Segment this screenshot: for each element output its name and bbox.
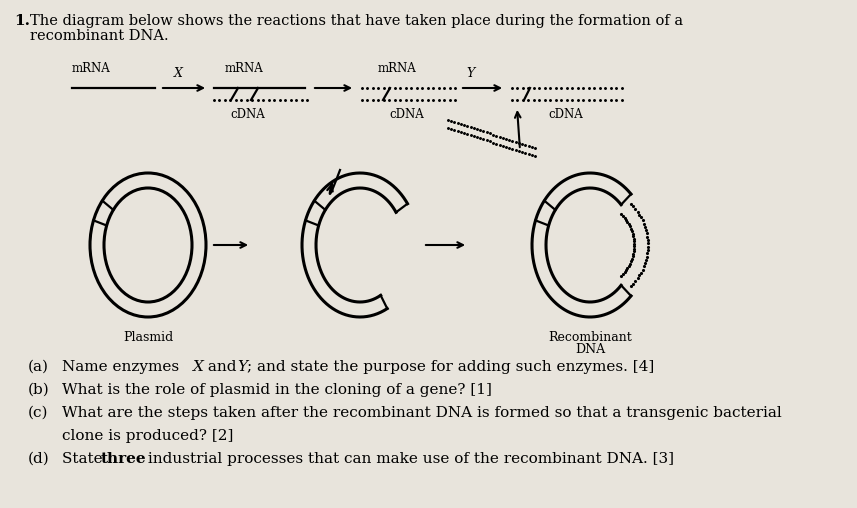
Text: cDNA: cDNA xyxy=(390,108,424,121)
Text: (b): (b) xyxy=(28,383,50,397)
Text: X: X xyxy=(174,67,183,80)
Text: (d): (d) xyxy=(28,452,50,466)
Text: (a): (a) xyxy=(28,360,49,374)
Text: DNA: DNA xyxy=(575,343,605,356)
Text: State: State xyxy=(62,452,107,466)
Text: Recombinant: Recombinant xyxy=(548,331,632,344)
Text: mRNA: mRNA xyxy=(225,62,264,75)
Text: mRNA: mRNA xyxy=(72,62,111,75)
Text: ; and state the purpose for adding such enzymes. [4]: ; and state the purpose for adding such … xyxy=(247,360,654,374)
Text: Y: Y xyxy=(466,67,474,80)
Text: cDNA: cDNA xyxy=(231,108,266,121)
Text: mRNA: mRNA xyxy=(378,62,417,75)
Text: cDNA: cDNA xyxy=(548,108,584,121)
Text: (c): (c) xyxy=(28,406,49,420)
Text: and: and xyxy=(203,360,242,374)
Text: What is the role of plasmid in the cloning of a gene? [1]: What is the role of plasmid in the cloni… xyxy=(62,383,492,397)
Text: 1.: 1. xyxy=(14,14,30,28)
Text: X: X xyxy=(193,360,204,374)
Text: Y: Y xyxy=(237,360,247,374)
Text: Plasmid: Plasmid xyxy=(123,331,173,344)
Text: What are the steps taken after the recombinant DNA is formed so that a transgeni: What are the steps taken after the recom… xyxy=(62,406,782,420)
Text: Name enzymes: Name enzymes xyxy=(62,360,184,374)
Text: The diagram below shows the reactions that have taken place during the formation: The diagram below shows the reactions th… xyxy=(30,14,683,28)
Text: clone is produced? [2]: clone is produced? [2] xyxy=(62,429,233,443)
Text: recombinant DNA.: recombinant DNA. xyxy=(30,29,169,43)
Text: three: three xyxy=(101,452,147,466)
Text: industrial processes that can make use of the recombinant DNA. [3]: industrial processes that can make use o… xyxy=(143,452,674,466)
